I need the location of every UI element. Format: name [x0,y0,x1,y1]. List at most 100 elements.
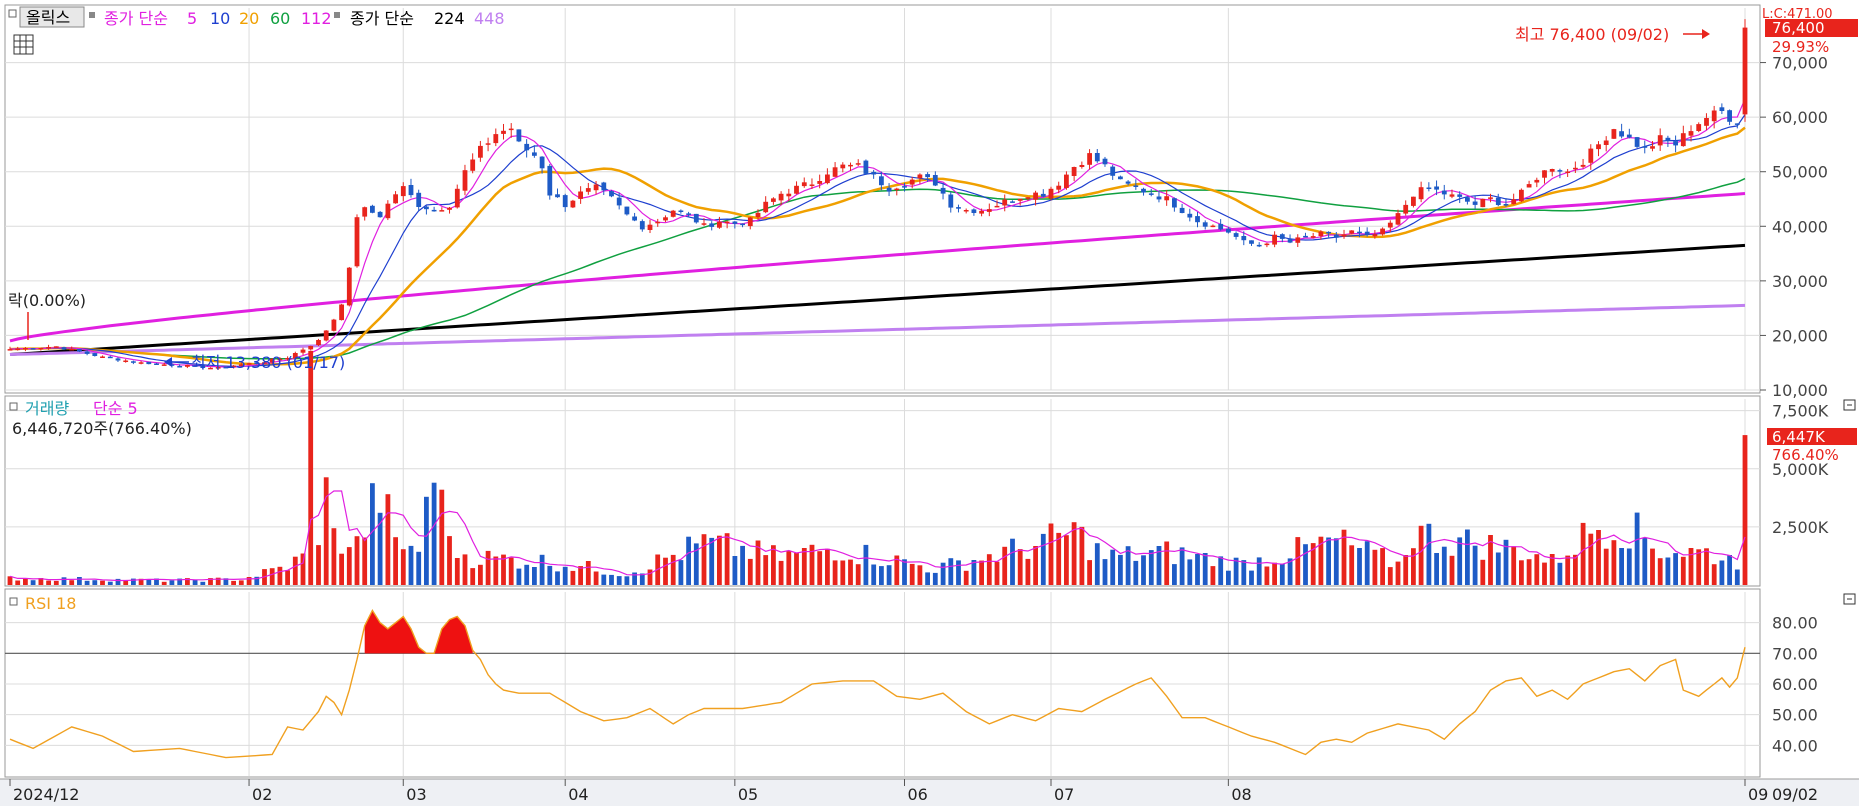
candle-body [632,216,637,221]
candle-body [354,217,360,267]
candle-body [30,348,36,350]
ma10-line [9,114,1746,367]
candle-body [516,129,522,142]
candle-body [1256,244,1262,247]
volume-legend-checkbox-icon[interactable] [9,402,18,411]
candle-body [1395,213,1401,225]
candle-body [223,366,229,369]
candle-body [840,164,846,169]
rsi-legend-checkbox-icon[interactable] [9,597,18,606]
volume-bar [755,540,761,585]
x-tick-label: 09 [1748,785,1768,804]
candle-body [1094,153,1100,162]
table-grid-icon[interactable] [13,34,34,55]
volume-bar [208,578,213,585]
candle-body [1071,167,1077,176]
moving-average-lines [9,98,1746,368]
candle-body [316,340,321,346]
volume-bar [1364,541,1370,585]
volume-bar [1626,548,1632,585]
candle-body [308,346,314,350]
volume-bar [161,581,167,585]
volume-bar [292,556,298,585]
volume-bar [1611,540,1617,585]
rsi-y-tick-label: 70.00 [1772,644,1818,663]
volume-bar [231,580,236,585]
candle-body [740,223,745,226]
candle-body [1357,231,1362,234]
ma-legend-square-icon [89,12,95,18]
volume-badge [1767,428,1857,445]
rsi-panel-collapse-icon[interactable] [1843,593,1856,605]
volume-bar [1457,537,1463,585]
volume-panel-collapse-icon[interactable] [1843,399,1856,411]
candle-body [925,174,930,178]
volume-bar [963,570,969,585]
candle-body [424,206,429,210]
candle-body [208,367,213,370]
volume-bar [431,482,437,585]
candle-body [1272,234,1277,245]
candle-body [585,188,591,192]
volume-bar [1472,545,1478,585]
volume-bar [1249,570,1254,585]
legend-checkbox-icon[interactable] [8,9,17,18]
volume-bar [1357,548,1362,585]
candle-body [1657,135,1663,146]
candle-body [1573,167,1578,170]
candle-body [709,223,715,227]
low-annotation: 최저 13,380 (01/17) [191,353,345,372]
ma-period-224: 224 [434,9,465,28]
candle-body [1519,189,1524,202]
volume-bar [192,580,198,585]
candle-body [339,304,344,321]
candle-body [532,152,537,156]
candle-body [1665,137,1671,141]
stock-name-box[interactable] [19,6,85,28]
candle-body [1565,171,1571,173]
volume-bar [747,558,753,585]
volume-badge-pct: 766.40% [1772,446,1839,464]
candle-body [185,365,190,367]
volume-bar [385,494,391,585]
ma224-line [9,243,1746,356]
candle-body [331,319,337,331]
candle-body [1172,198,1177,208]
volume-bar [1326,537,1331,585]
volume-bar [1742,435,1748,585]
volume-y-tick-label: 7,500K [1772,402,1829,421]
volume-bar [1087,560,1092,585]
volume-ma-label: 단순 5 [93,399,138,418]
volume-bar [1210,566,1216,585]
volume-bar [1256,557,1262,585]
candle-body [986,209,992,212]
candle-body [115,358,121,361]
price-y-tick-label: 30,000 [1772,272,1828,291]
candle-body [1465,197,1470,202]
volume-bar [632,572,637,585]
candle-body [1349,230,1355,234]
candle-body [138,362,144,364]
volume-bar [1680,556,1686,585]
volume-bar [532,567,537,585]
candle-body [1727,110,1732,122]
volume-bar [254,576,260,585]
volume-bar [1303,544,1308,585]
candle-body [1619,131,1624,137]
volume-bar [1110,549,1116,585]
volume-bar [1010,538,1015,585]
rsi-overbought-fill [364,610,473,654]
volume-bar [886,565,892,585]
current-price: 76,400 [1772,19,1825,37]
volume-bar [354,536,360,585]
volume-bar [562,566,568,585]
candle-body [917,174,923,179]
candle-body [732,221,738,224]
volume-bar [1573,554,1578,585]
volume-bar [1187,559,1193,585]
candle-body [416,192,422,207]
volume-bar [1017,549,1023,585]
candle-body [547,165,553,196]
